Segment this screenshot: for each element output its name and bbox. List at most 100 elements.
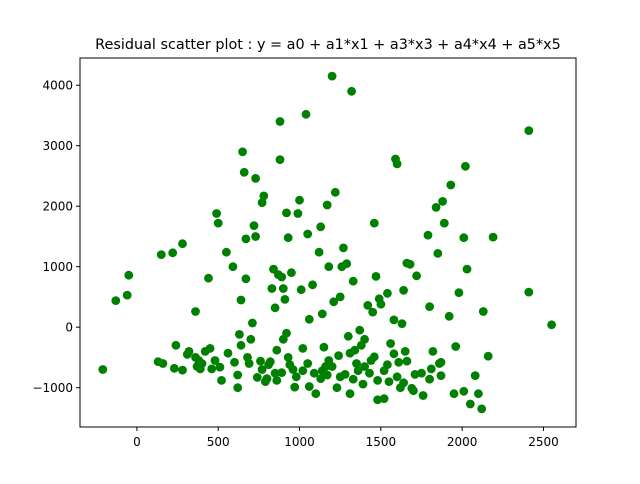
data-point [238, 147, 248, 157]
data-point [309, 368, 319, 378]
data-point [431, 203, 441, 212]
data-point [355, 325, 365, 335]
data-point [368, 307, 378, 317]
data-point [465, 399, 475, 409]
data-point [252, 373, 262, 382]
data-point [399, 378, 408, 388]
data-point [249, 221, 259, 231]
points-layer [98, 71, 556, 414]
data-point [277, 368, 287, 377]
data-point [124, 270, 134, 280]
data-point [332, 383, 342, 393]
data-point [316, 222, 326, 232]
data-point [178, 365, 187, 375]
data-point [267, 284, 277, 293]
data-point [316, 374, 326, 383]
data-point [383, 288, 392, 298]
data-point [407, 383, 417, 393]
data-point [369, 218, 379, 228]
data-point [352, 359, 361, 368]
data-point [483, 351, 493, 361]
x-tick-label: 2500 [528, 435, 559, 449]
data-point [335, 372, 345, 382]
data-point [433, 249, 443, 258]
data-point [319, 342, 329, 352]
data-point [438, 197, 447, 206]
data-point [265, 357, 275, 367]
data-point [470, 371, 480, 380]
data-point [342, 259, 352, 269]
data-point [290, 382, 300, 392]
data-point [317, 309, 327, 319]
data-point [459, 386, 469, 396]
data-point [369, 352, 379, 362]
data-point [98, 365, 108, 374]
data-point [207, 364, 217, 374]
data-point [345, 348, 355, 358]
data-point [191, 307, 200, 316]
data-point [462, 264, 472, 274]
data-point [282, 328, 291, 338]
data-point [451, 342, 461, 351]
data-point [222, 247, 231, 257]
data-point [524, 126, 534, 135]
data-point [197, 359, 207, 368]
data-point [304, 314, 314, 324]
data-point [230, 357, 239, 367]
data-point [394, 357, 404, 367]
data-point [425, 302, 434, 311]
data-point [204, 273, 213, 283]
data-point [339, 243, 348, 253]
data-point [392, 372, 402, 382]
x-axis: 0 500 1000 1500 2000 2500 [133, 427, 559, 449]
y-tick-label: 2000 [42, 200, 73, 214]
data-point [205, 344, 215, 353]
data-point [444, 311, 454, 321]
data-point [228, 262, 238, 272]
data-point [547, 320, 556, 330]
data-point [275, 117, 285, 126]
data-point [386, 339, 395, 348]
data-point [259, 191, 269, 201]
data-point [272, 376, 282, 385]
data-point [334, 351, 343, 360]
data-point [384, 377, 394, 386]
y-tick-label: 3000 [42, 139, 73, 153]
data-point [348, 374, 358, 384]
data-point [436, 357, 446, 367]
data-point [122, 290, 132, 300]
y-tick-label: −1000 [32, 381, 73, 395]
data-point [303, 229, 313, 239]
data-point [410, 370, 420, 379]
data-point [248, 318, 257, 328]
data-point [383, 360, 392, 370]
data-point [488, 232, 498, 242]
data-point [285, 360, 295, 370]
data-point [283, 233, 293, 243]
data-point [373, 376, 382, 385]
data-point [360, 362, 369, 371]
y-tick-label: 1000 [42, 260, 73, 274]
data-point [241, 234, 251, 244]
x-tick-label: 1000 [284, 435, 315, 449]
data-point [215, 362, 225, 372]
data-point [184, 347, 194, 356]
data-point [291, 372, 301, 382]
data-point [233, 383, 243, 393]
data-point [376, 299, 386, 309]
data-point [262, 374, 272, 383]
data-point [236, 295, 246, 305]
data-point [353, 366, 363, 376]
data-point [324, 262, 334, 272]
data-point [417, 368, 426, 378]
data-point [428, 347, 438, 356]
x-tick-label: 1500 [366, 435, 397, 449]
y-axis: −1000 0 1000 2000 3000 4000 [32, 79, 80, 395]
data-point [301, 109, 311, 119]
data-point [373, 395, 382, 405]
data-point [389, 349, 399, 359]
plot-frame [79, 57, 577, 428]
data-point [282, 208, 291, 218]
data-point [280, 295, 290, 304]
data-point [270, 368, 280, 378]
